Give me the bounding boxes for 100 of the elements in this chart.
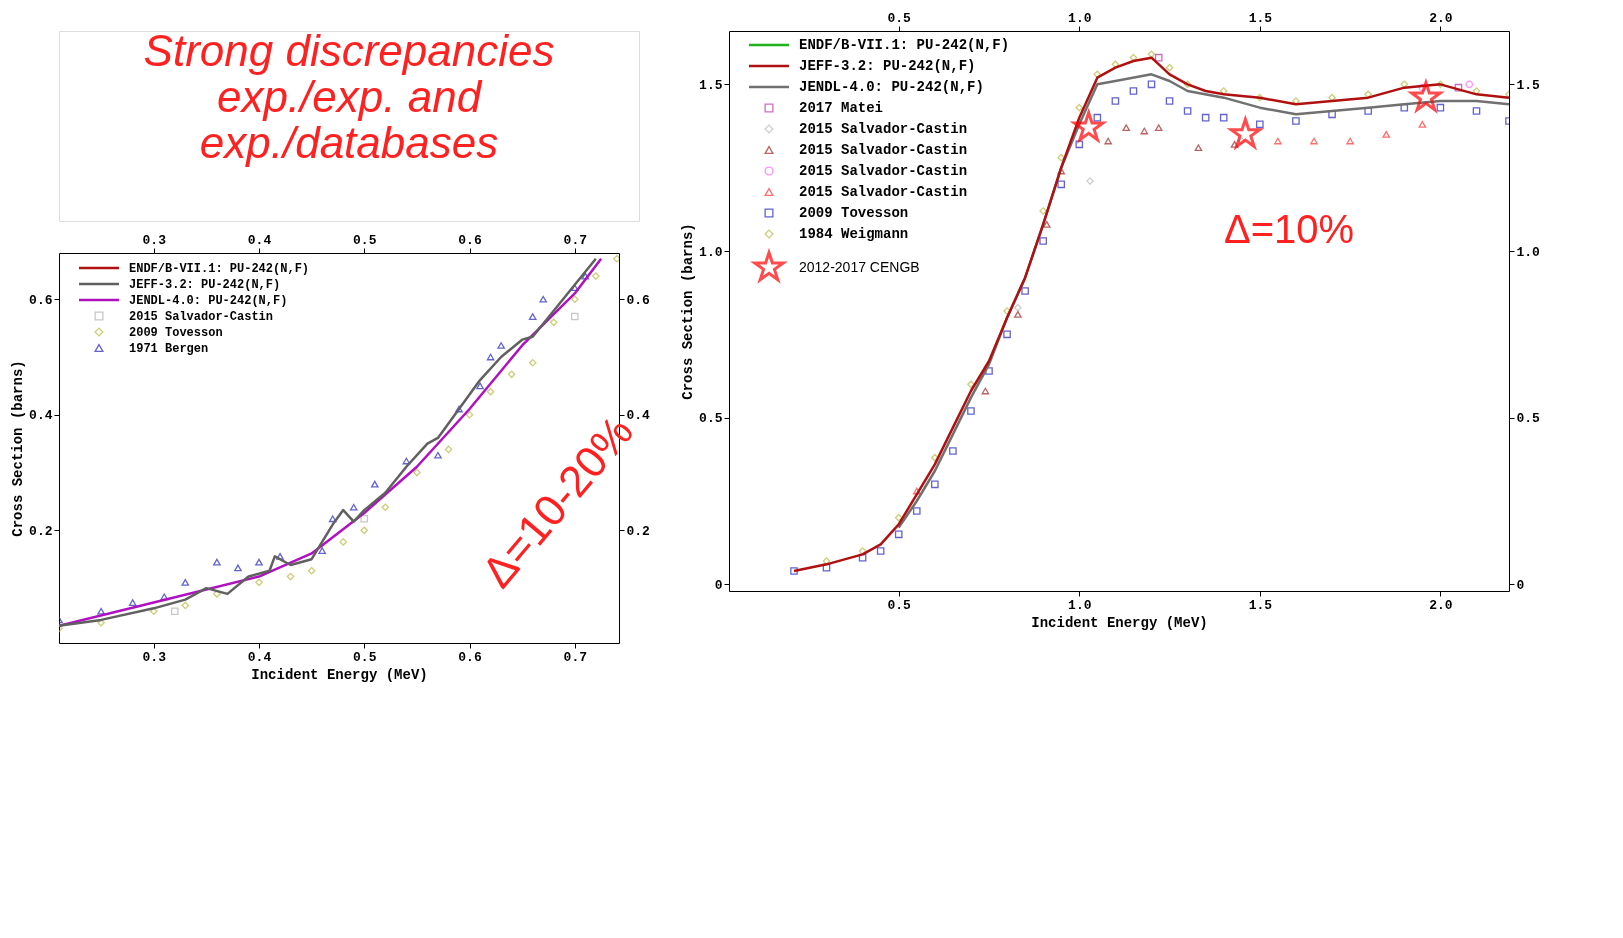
point: [1014, 310, 1022, 318]
point: [1154, 53, 1163, 62]
point: [1165, 97, 1174, 105]
point: [328, 515, 337, 523]
point: [1140, 127, 1149, 135]
point: [349, 503, 358, 511]
point: [360, 526, 369, 535]
text: Strong discrepancies exp./exp. and exp./databases: [143, 26, 555, 167]
point: [255, 578, 263, 587]
y-tick-label: 1.5: [699, 77, 723, 93]
legend-label: 2009 Tovesson: [129, 326, 223, 340]
legend-label: 2012-2017 CENGB: [799, 258, 920, 275]
point: [1346, 137, 1354, 145]
point: [1129, 87, 1138, 95]
point: [570, 295, 579, 304]
point: [318, 547, 326, 554]
point: [455, 405, 463, 413]
annotation: Δ=10%: [1223, 207, 1355, 251]
point: [528, 358, 537, 367]
point: [1256, 120, 1264, 129]
point: [1436, 103, 1445, 112]
x2-tick-label: 2.0: [1429, 597, 1453, 613]
y-tick-label: 0.4: [29, 408, 53, 424]
legend-label: ENDF/B-VII.1: PU-242(N,F): [129, 262, 310, 276]
point: [181, 578, 190, 586]
point: [160, 593, 169, 601]
point: [213, 558, 221, 566]
point: [1230, 140, 1239, 148]
x-tick-label: 0.6: [458, 232, 482, 248]
point: [381, 503, 390, 512]
y2-tick-label: 0: [1516, 577, 1525, 593]
point: [286, 572, 295, 581]
point: [570, 312, 579, 321]
point: [181, 601, 190, 610]
point: [339, 538, 348, 546]
x-tick-label: 0.3: [142, 232, 167, 248]
point: [1039, 237, 1047, 245]
legend-label: 1984 Weigmann: [799, 226, 909, 242]
point: [931, 480, 939, 489]
point: [370, 480, 379, 488]
point: [434, 451, 442, 459]
y2-tick-label: 1.5: [1516, 77, 1541, 93]
x-axis-title: Incident Energy (MeV): [1031, 614, 1208, 631]
x-tick-label: 1.5: [1248, 10, 1273, 26]
x2-tick-label: 0.6: [458, 649, 482, 665]
legend-label: JENDL-4.0: PU-242(N,F): [799, 79, 984, 95]
y-tick-label: 0.6: [29, 292, 53, 308]
legend-label: 2017 Matei: [799, 100, 884, 116]
point: [1418, 120, 1427, 128]
point: [476, 382, 484, 390]
y-tick-label: 1.0: [699, 244, 723, 260]
point: [1057, 180, 1066, 189]
point: [1472, 107, 1481, 115]
y2-tick-label: 0.6: [626, 292, 651, 308]
x-tick-label: 0.7: [563, 232, 587, 248]
legend-label: 2009 Tovesson: [799, 205, 909, 221]
x-tick-label: 2.0: [1429, 10, 1453, 26]
point: [1194, 144, 1203, 152]
legend-label: 2015 Salvador-Castin: [129, 310, 274, 324]
point: [486, 387, 495, 396]
point: [128, 599, 137, 606]
y2-tick-label: 0.4: [626, 408, 651, 424]
x-tick-label: 0.5: [887, 10, 912, 26]
point: [549, 318, 558, 327]
point: [497, 342, 505, 349]
legend-label: 2015 Salvador-Castin: [799, 163, 968, 179]
legend-label: JENDL-4.0: PU-242(N,F): [129, 294, 288, 308]
point: [1400, 103, 1409, 112]
legend-label: 2015 Salvador-Castin: [799, 142, 968, 158]
point: [592, 272, 600, 280]
legend-label: 2015 Salvador-Castin: [799, 184, 968, 200]
point: [255, 558, 263, 566]
legend-label: ENDF/B-VII.1: PU-242(N,F): [799, 37, 1010, 53]
legend-label: 2015 Salvador-Castin: [799, 121, 968, 137]
point: [1292, 117, 1300, 125]
point: [949, 447, 957, 455]
y-axis-title: Cross Section (barns): [10, 360, 27, 537]
point: [170, 607, 179, 616]
point: [539, 295, 548, 303]
point: [1021, 287, 1029, 295]
x2-tick-label: 0.5: [353, 649, 377, 665]
y-tick-label: 0.2: [29, 523, 53, 539]
x-tick-label: 0.4: [247, 232, 272, 248]
point: [790, 567, 798, 575]
point: [912, 507, 921, 515]
point: [858, 553, 867, 562]
point: [528, 313, 537, 320]
point: [360, 514, 369, 523]
point: [1111, 97, 1120, 105]
point: [413, 468, 421, 477]
point: [1147, 80, 1156, 89]
legend-label: 1971 Bergen: [129, 342, 209, 356]
point: [1465, 80, 1474, 89]
point: [486, 353, 495, 361]
point: [894, 513, 903, 522]
point: [402, 457, 411, 465]
point: [1014, 303, 1022, 312]
point: [1274, 137, 1282, 145]
point: [1183, 107, 1192, 115]
point: [465, 410, 474, 419]
